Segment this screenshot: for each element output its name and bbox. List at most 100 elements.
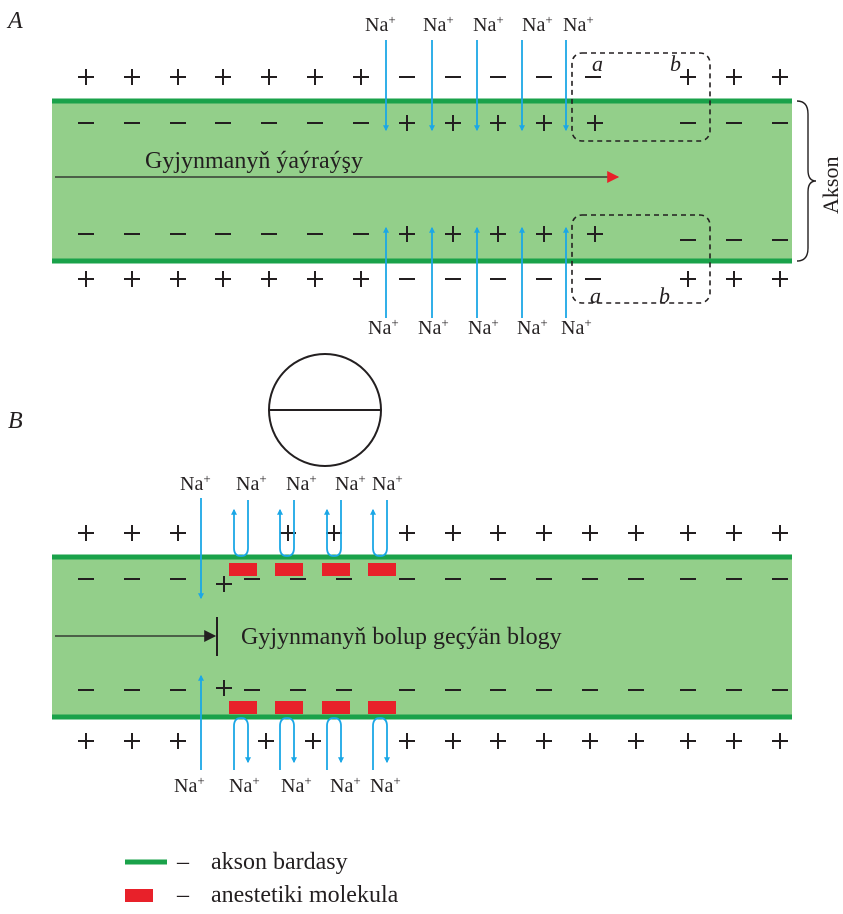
anesthetic-molecule xyxy=(275,701,303,714)
outside-plus-charge xyxy=(215,69,231,85)
outside-plus-charge xyxy=(326,525,342,541)
outside-plus-charge xyxy=(261,271,277,287)
panel-a: A a b a b Na+ Na+ Na+ Na+ Na+Na+ Na+ Na+ Na+ Na+… xyxy=(6,8,843,339)
inside-plus-charge xyxy=(399,226,415,242)
inside-plus-charge xyxy=(216,576,232,592)
sodium-label: Na+ xyxy=(335,471,366,496)
sodium-blocked-arrow xyxy=(372,717,390,770)
sodium-arrows-b xyxy=(198,498,390,770)
inside-plus-charge xyxy=(445,226,461,242)
outside-plus-charge xyxy=(353,69,369,85)
outside-plus-charge xyxy=(170,733,186,749)
sodium-label: Na+ xyxy=(236,471,267,496)
inside-plus-charge xyxy=(399,115,415,131)
outside-plus-charge xyxy=(399,733,415,749)
region-b-top: b xyxy=(670,51,681,76)
outside-plus-charge xyxy=(307,69,323,85)
axon-body-a xyxy=(52,101,792,261)
outside-plus-charge xyxy=(124,733,140,749)
block-label: Gyjynmanyň bolup geçýän blogy xyxy=(241,624,562,650)
inside-plus-charge xyxy=(216,680,232,696)
outside-plus-charge xyxy=(353,271,369,287)
outside-plus-charge xyxy=(170,271,186,287)
sodium-label: Na+ xyxy=(561,315,592,340)
sodium-label: Na+ xyxy=(517,315,548,340)
outside-plus-charge xyxy=(490,525,506,541)
inside-plus-charge xyxy=(445,115,461,131)
legend-anesthetic-dash: – xyxy=(176,882,190,908)
outside-plus-charge xyxy=(124,525,140,541)
sodium-label: Na+ xyxy=(229,773,260,798)
outside-plus-charge xyxy=(582,733,598,749)
panel-a-label: A xyxy=(6,8,23,34)
outside-plus-charge xyxy=(445,733,461,749)
outside-plus-charge xyxy=(726,271,742,287)
inside-plus-charge xyxy=(536,115,552,131)
outside-plus-charge xyxy=(215,271,231,287)
anesthetic-molecule xyxy=(275,563,303,576)
outside-plus-charge xyxy=(726,69,742,85)
sodium-blocked-arrow xyxy=(279,717,297,770)
outside-plus-charge xyxy=(680,733,696,749)
outside-plus-charge xyxy=(772,271,788,287)
anesthetic-molecule xyxy=(229,563,257,576)
sodium-labels-a: Na+ Na+ Na+ Na+ Na+ Na+ Na+ Na+ Na+ Na+ xyxy=(365,12,594,340)
region-a-bottom: a xyxy=(590,283,601,308)
outside-plus-charge xyxy=(536,525,552,541)
anesthetic-molecules xyxy=(229,563,396,714)
charges-a xyxy=(78,69,788,287)
anesthetic-molecule xyxy=(368,563,396,576)
anesthetic-molecule xyxy=(322,563,350,576)
panel-b-label: B xyxy=(8,408,23,434)
outside-plus-charge xyxy=(124,271,140,287)
sodium-blocked-arrow xyxy=(233,717,251,770)
inside-plus-charge xyxy=(536,226,552,242)
outside-plus-charge xyxy=(772,69,788,85)
sodium-label: Na+ xyxy=(281,773,312,798)
outside-plus-charge xyxy=(305,733,321,749)
propagation-label: Gyjynmanyň ýaýraýşy xyxy=(145,148,363,174)
legend-membrane-dash: – xyxy=(176,849,190,875)
anesthetic-molecule xyxy=(322,701,350,714)
outside-plus-charge xyxy=(445,525,461,541)
outside-plus-charge xyxy=(78,525,94,541)
sodium-label: Na+ xyxy=(563,12,594,37)
sodium-influx-arrows-a xyxy=(383,40,569,318)
outside-plus-charge xyxy=(628,733,644,749)
sodium-label: Na+ xyxy=(368,315,399,340)
sodium-label: Na+ xyxy=(174,773,205,798)
sodium-label: Na+ xyxy=(180,471,211,496)
dashed-region-top xyxy=(571,52,711,142)
outside-plus-charge xyxy=(726,525,742,541)
sodium-label: Na+ xyxy=(330,773,361,798)
panel-b: B Na+ Na+ Na+ Na+ Na+Na+ Na+ Na+ Na+ Na+ Gyjynma… xyxy=(8,353,792,798)
sodium-label: Na+ xyxy=(473,12,504,37)
sodium-label: Na+ xyxy=(365,12,396,37)
inside-plus-charge xyxy=(587,115,603,131)
legend-anesthetic-label: anestetiki molekula xyxy=(211,882,399,908)
region-a-top: a xyxy=(592,51,603,76)
sodium-label: Na+ xyxy=(423,12,454,37)
sodium-blocked-arrow xyxy=(324,500,342,557)
legend: – akson bardasy – anestetiki molekula xyxy=(125,849,399,908)
axon-brace xyxy=(796,100,817,262)
sodium-label: Na+ xyxy=(468,315,499,340)
sodium-label: Na+ xyxy=(370,773,401,798)
sodium-label: Na+ xyxy=(372,471,403,496)
dashed-region-bottom xyxy=(571,214,711,304)
sodium-blocked-arrow xyxy=(231,500,249,557)
outside-plus-charge xyxy=(170,525,186,541)
outside-plus-charge xyxy=(170,69,186,85)
outside-plus-charge xyxy=(78,69,94,85)
sodium-blocked-arrow xyxy=(370,500,388,557)
legend-anesthetic-swatch xyxy=(125,889,153,902)
anesthetic-molecule xyxy=(229,701,257,714)
outside-plus-charge xyxy=(307,271,323,287)
region-b-bottom: b xyxy=(659,283,670,308)
outside-plus-charge xyxy=(726,733,742,749)
outside-plus-charge xyxy=(78,271,94,287)
outside-plus-charge xyxy=(680,69,696,85)
axon-label: Akson xyxy=(818,157,843,214)
outside-plus-charge xyxy=(628,525,644,541)
outside-plus-charge xyxy=(258,733,274,749)
